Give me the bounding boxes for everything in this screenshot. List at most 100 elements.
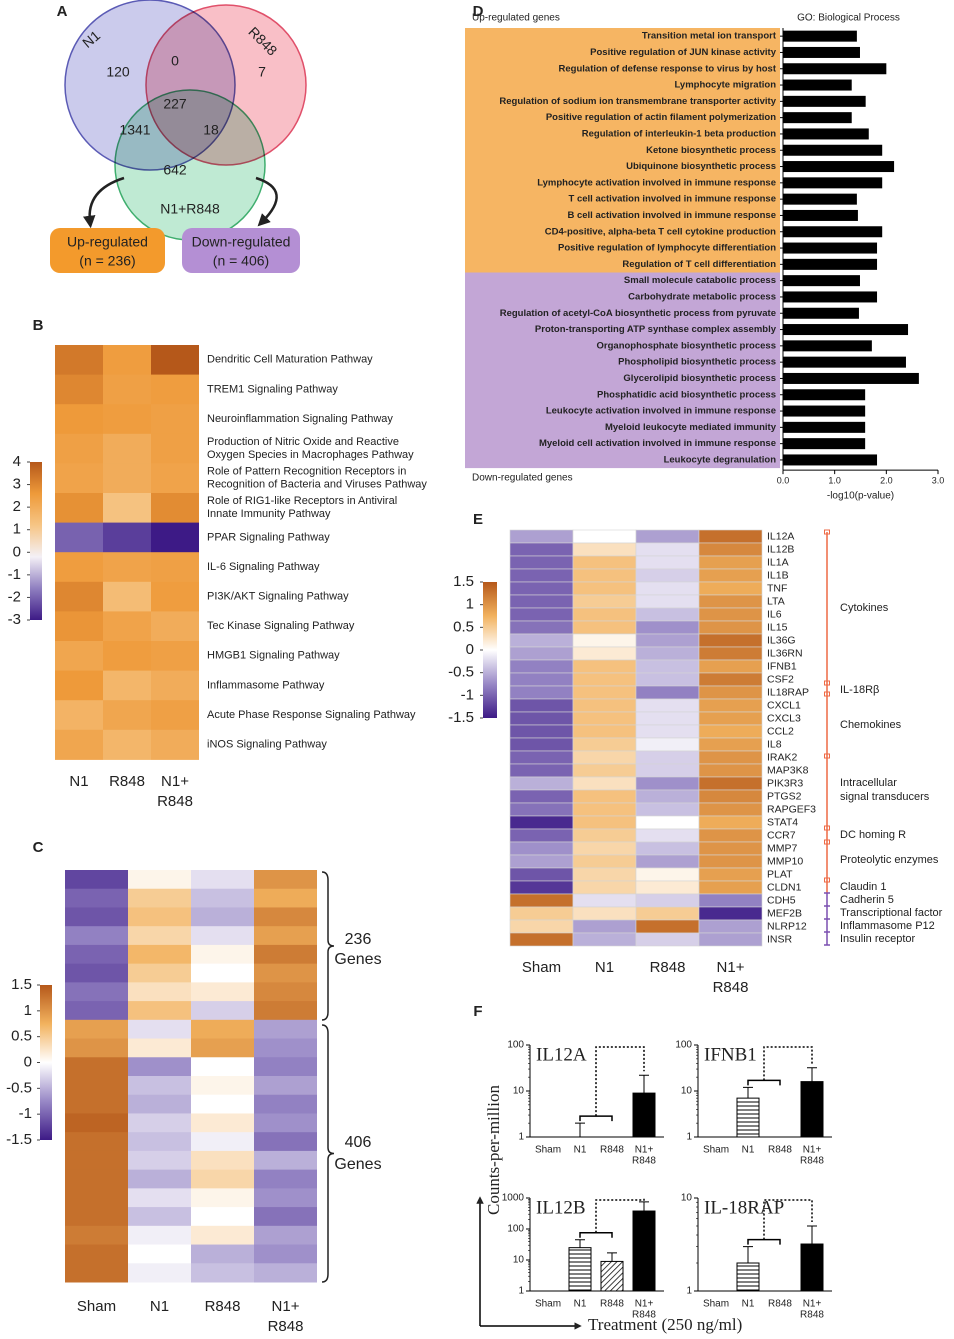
category-label: Leukocyte degranulation [664, 454, 777, 465]
output-count: (n = 236) [79, 253, 135, 269]
row-label: Production of Nitric Oxide and Reactive [207, 436, 399, 448]
row-label: PLAT [767, 868, 793, 880]
heat-cell [635, 828, 700, 843]
heat-cell [635, 633, 700, 648]
category-label: Myeloid leukocyte mediated immunity [605, 422, 777, 433]
heat-cell [55, 611, 103, 642]
heat-cell [572, 555, 637, 570]
heat-cell [55, 433, 103, 464]
panel-label: F [473, 1003, 482, 1020]
column-label: R848 [157, 793, 193, 810]
row-label: STAT4 [767, 816, 798, 828]
heat-cell [635, 594, 700, 609]
row-label: PPAR Signaling Pathway [207, 531, 330, 543]
heat-cell [191, 1132, 254, 1152]
heat-cell [254, 1263, 317, 1283]
heat-cell [65, 1207, 128, 1227]
heat-cell [254, 1207, 317, 1227]
heat-cell [698, 841, 763, 856]
colorbar-tick-label: 0 [466, 641, 474, 658]
heat-cell [635, 568, 700, 583]
bar [783, 209, 858, 221]
bar [783, 307, 859, 319]
heat-cell [191, 944, 254, 965]
heat-cell [191, 1188, 254, 1208]
heat-cell [65, 888, 128, 908]
bar [800, 1243, 824, 1292]
colorbar [30, 462, 42, 620]
bar [568, 1247, 592, 1292]
bar [783, 291, 878, 303]
heat-cell [572, 529, 637, 544]
heat-cell [65, 1263, 128, 1283]
heat-cell [635, 893, 700, 908]
row-label: iNOS Signaling Pathway [207, 739, 327, 751]
bar [783, 112, 852, 124]
set-label: N1+R848 [160, 201, 220, 217]
heat-cell [191, 1038, 254, 1058]
bracket-dotted [595, 1046, 645, 1117]
brace-label: 236 [345, 931, 372, 948]
heat-cell [572, 711, 637, 726]
heat-cell [128, 1225, 191, 1246]
heat-cell [572, 932, 637, 947]
bar [736, 1097, 760, 1138]
heat-cell [698, 867, 763, 882]
bar [783, 438, 866, 450]
colorbar-tick-label: -1 [8, 566, 21, 583]
category-label: Regulation of T cell differentiation [622, 259, 776, 270]
bracket-dotted [595, 1197, 645, 1233]
bar [783, 324, 909, 336]
colorbar-tick-label: 2 [13, 498, 21, 515]
heat-cell [191, 1001, 254, 1021]
output-label: Down-regulated [192, 234, 291, 250]
heat-cell [128, 1188, 191, 1208]
heat-cell [509, 789, 574, 804]
heat-cell [254, 1150, 317, 1171]
region-count: 7 [258, 64, 266, 80]
heat-cell [151, 345, 199, 376]
heat-cell [698, 906, 763, 921]
column-label: N1+ [161, 773, 189, 790]
heat-cell [65, 1132, 128, 1152]
heat-cell [55, 463, 103, 494]
colorbar-tick-label: 1 [466, 596, 474, 613]
region-count: 642 [163, 162, 187, 178]
category-label: Regulation of sodium ion transmembrane t… [499, 96, 776, 107]
bar [783, 356, 906, 368]
row-label: IL1B [767, 569, 789, 581]
heat-cell [572, 763, 637, 778]
bar [783, 454, 878, 466]
heat-cell [128, 1113, 191, 1133]
heat-cell [698, 737, 763, 752]
heat-cell [151, 552, 199, 583]
heat-cell [65, 1188, 128, 1208]
column-label: R848 [713, 979, 749, 996]
region-count: 0 [171, 53, 179, 69]
row-label: MMP10 [767, 855, 803, 867]
heat-cell [572, 698, 637, 713]
y-tick-label: 1 [686, 1286, 692, 1297]
heat-cell [572, 594, 637, 609]
y-tick-label: 10 [513, 1255, 525, 1266]
column-label: Sham [77, 1298, 116, 1315]
colorbar-tick-label: -2 [8, 588, 21, 605]
bar [800, 1081, 824, 1138]
bar [632, 1210, 656, 1292]
heat-cell [254, 926, 317, 946]
heat-cell [635, 672, 700, 687]
heat-cell [103, 374, 151, 405]
heat-cell [65, 926, 128, 946]
heat-cell [191, 1094, 254, 1114]
x-axis-label: Treatment (250 ng/ml) [588, 1315, 742, 1334]
column-label: N1 [595, 959, 614, 976]
column-label: Sham [522, 959, 561, 976]
y-tick-label: 1000 [502, 1193, 525, 1204]
heat-cell [128, 1169, 191, 1189]
heat-cell [572, 724, 637, 739]
heat-cell [103, 729, 151, 760]
heat-cell [103, 670, 151, 701]
panel-label: C [33, 839, 44, 856]
row-label: Recognition of Bacteria and Viruses Path… [207, 479, 427, 491]
heat-cell [191, 1076, 254, 1096]
